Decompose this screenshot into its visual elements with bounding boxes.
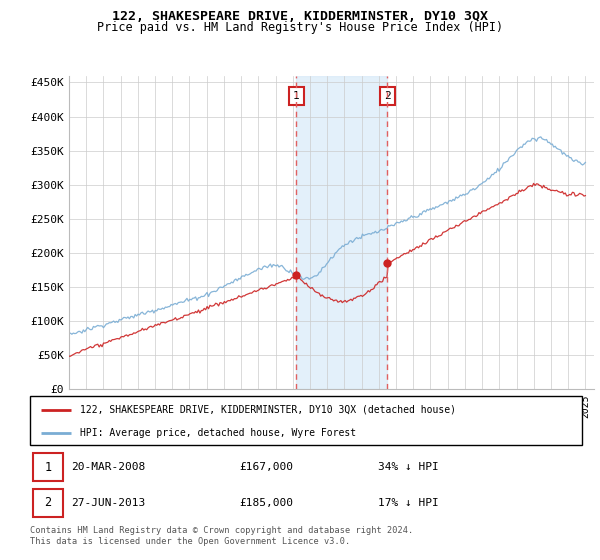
Bar [33, 454, 63, 482]
Text: Contains HM Land Registry data © Crown copyright and database right 2024.
This d: Contains HM Land Registry data © Crown c… [30, 526, 413, 546]
Text: 20-MAR-2008: 20-MAR-2008 [71, 463, 146, 473]
Text: 17% ↓ HPI: 17% ↓ HPI [378, 498, 439, 508]
Text: Price paid vs. HM Land Registry's House Price Index (HPI): Price paid vs. HM Land Registry's House … [97, 21, 503, 34]
Text: £185,000: £185,000 [240, 498, 294, 508]
Text: HPI: Average price, detached house, Wyre Forest: HPI: Average price, detached house, Wyre… [80, 428, 356, 438]
Text: 1: 1 [44, 461, 52, 474]
Text: 122, SHAKESPEARE DRIVE, KIDDERMINSTER, DY10 3QX (detached house): 122, SHAKESPEARE DRIVE, KIDDERMINSTER, D… [80, 405, 455, 415]
Text: £167,000: £167,000 [240, 463, 294, 473]
Text: 2: 2 [384, 91, 391, 101]
Text: 2: 2 [44, 496, 52, 510]
Text: 122, SHAKESPEARE DRIVE, KIDDERMINSTER, DY10 3QX: 122, SHAKESPEARE DRIVE, KIDDERMINSTER, D… [112, 10, 488, 23]
Text: 1: 1 [293, 91, 300, 101]
Text: 27-JUN-2013: 27-JUN-2013 [71, 498, 146, 508]
Text: 34% ↓ HPI: 34% ↓ HPI [378, 463, 439, 473]
Bar [33, 489, 63, 517]
Bar [296, 76, 387, 389]
